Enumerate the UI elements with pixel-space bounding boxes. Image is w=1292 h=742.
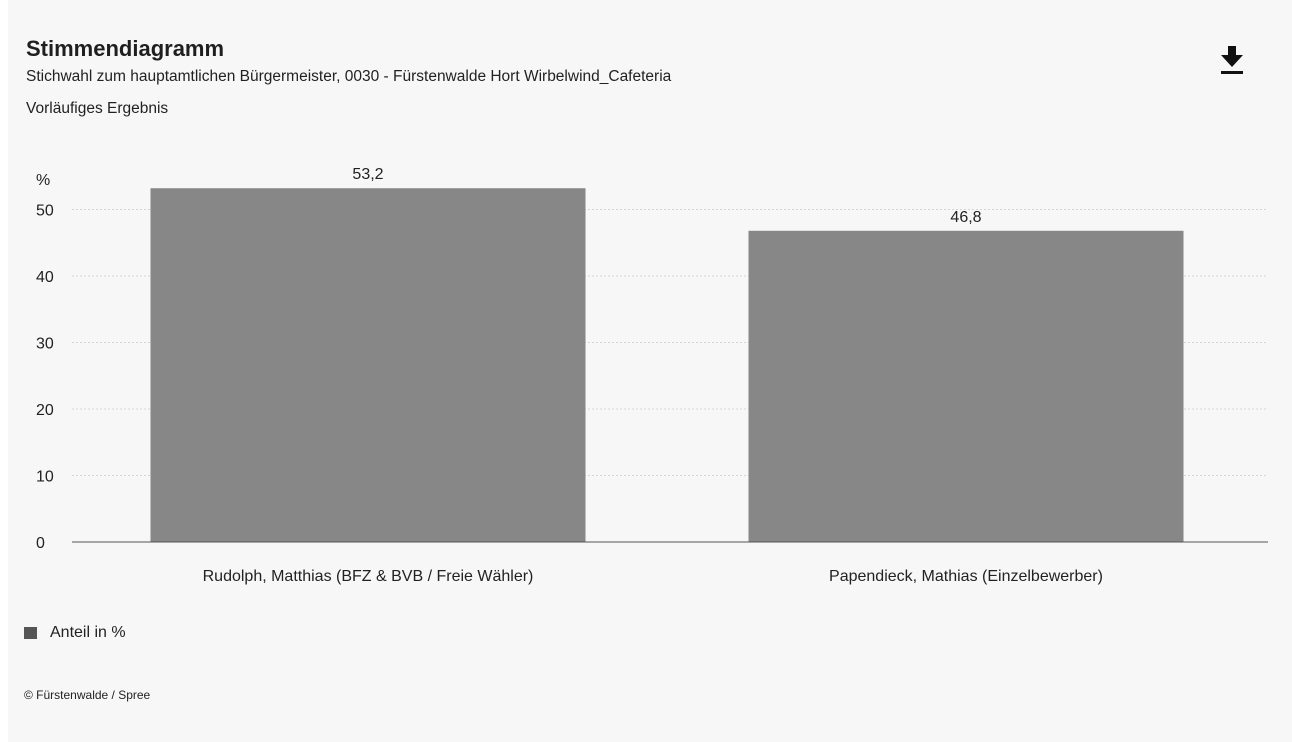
- download-button[interactable]: [1219, 44, 1245, 78]
- bar[interactable]: [150, 188, 586, 542]
- x-tick-label: Papendieck, Mathias (Einzelbewerber): [829, 568, 1103, 585]
- chart-title: Stimmendiagramm: [26, 36, 225, 61]
- legend-swatch: [24, 627, 37, 639]
- data-label: 46,8: [950, 209, 981, 226]
- x-tick-label: Rudolph, Matthias (BFZ & BVB / Freie Wäh…: [203, 568, 534, 585]
- y-tick-label: 50: [36, 203, 54, 220]
- y-tick-label: 40: [36, 269, 54, 286]
- bar[interactable]: [748, 230, 1184, 542]
- y-tick-label: 30: [36, 336, 54, 353]
- copyright: © Fürstenwalde / Spree: [24, 688, 151, 702]
- y-tick-label: 10: [36, 469, 54, 486]
- bars: [150, 188, 1184, 542]
- download-icon: [1221, 46, 1243, 74]
- x-axis-labels: Rudolph, Matthias (BFZ & BVB / Freie Wäh…: [203, 568, 1103, 585]
- y-axis-label: %: [36, 172, 50, 189]
- data-label: 53,2: [352, 166, 383, 183]
- legend-label: Anteil in %: [50, 624, 126, 641]
- data-labels: 53,2 46,8: [352, 166, 981, 226]
- legend[interactable]: Anteil in %: [24, 624, 126, 642]
- y-tick-label: 0: [36, 535, 45, 552]
- y-axis-ticks: 0 10 20 30 40 50: [36, 203, 54, 553]
- result-status: Vorläufiges Ergebnis: [26, 100, 169, 117]
- y-tick-label: 20: [36, 402, 54, 419]
- chart-subtitle: Stichwahl zum hauptamtlichen Bürgermeist…: [26, 68, 672, 85]
